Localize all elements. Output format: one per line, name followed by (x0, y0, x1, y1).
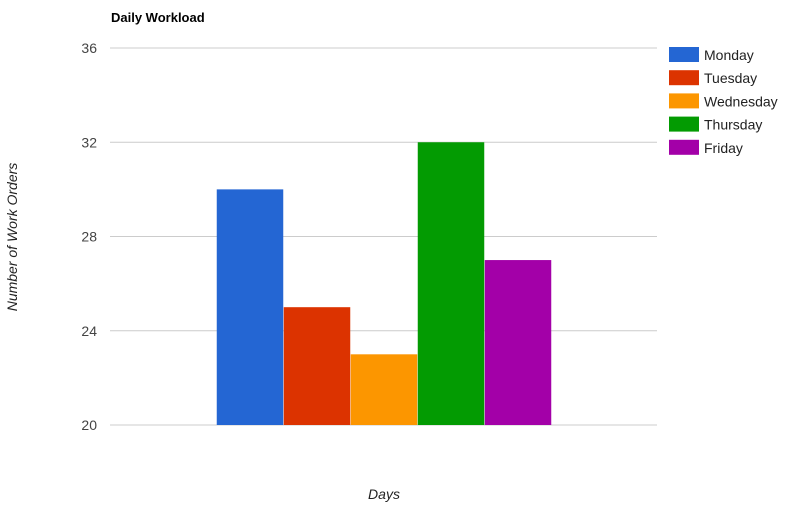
x-axis-title: Days (368, 486, 400, 502)
chart-title: Daily Workload (111, 10, 205, 25)
y-tick-label: 28 (81, 229, 97, 245)
y-tick-label: 24 (81, 323, 97, 339)
bar-friday (484, 260, 552, 425)
y-axis-title: Number of Work Orders (4, 163, 20, 312)
bar-monday (216, 189, 284, 425)
y-tick-label: 36 (81, 40, 97, 56)
legend-swatch-monday (669, 47, 699, 62)
bars (216, 142, 552, 425)
legend-label-thursday: Thursday (704, 117, 762, 133)
legend-label-wednesday: Wednesday (704, 93, 778, 109)
legend-label-tuesday: Tuesday (704, 70, 757, 86)
gridlines (110, 47, 657, 426)
legend-swatch-wednesday (669, 93, 699, 109)
legend-label-monday: Monday (704, 47, 754, 63)
legend-label-friday: Friday (704, 140, 743, 156)
legend: Monday Tuesday Wednesday Thursday Friday (669, 47, 778, 156)
y-axis-ticks: 20 24 28 32 36 (81, 40, 97, 433)
bar-thursday (417, 142, 485, 425)
legend-swatch-friday (669, 139, 699, 155)
bar-tuesday (283, 307, 351, 425)
bar-wednesday (350, 354, 418, 425)
y-tick-label: 32 (81, 134, 97, 150)
legend-swatch-thursday (669, 116, 699, 132)
legend-swatch-tuesday (669, 70, 699, 86)
y-tick-label: 20 (81, 417, 97, 433)
